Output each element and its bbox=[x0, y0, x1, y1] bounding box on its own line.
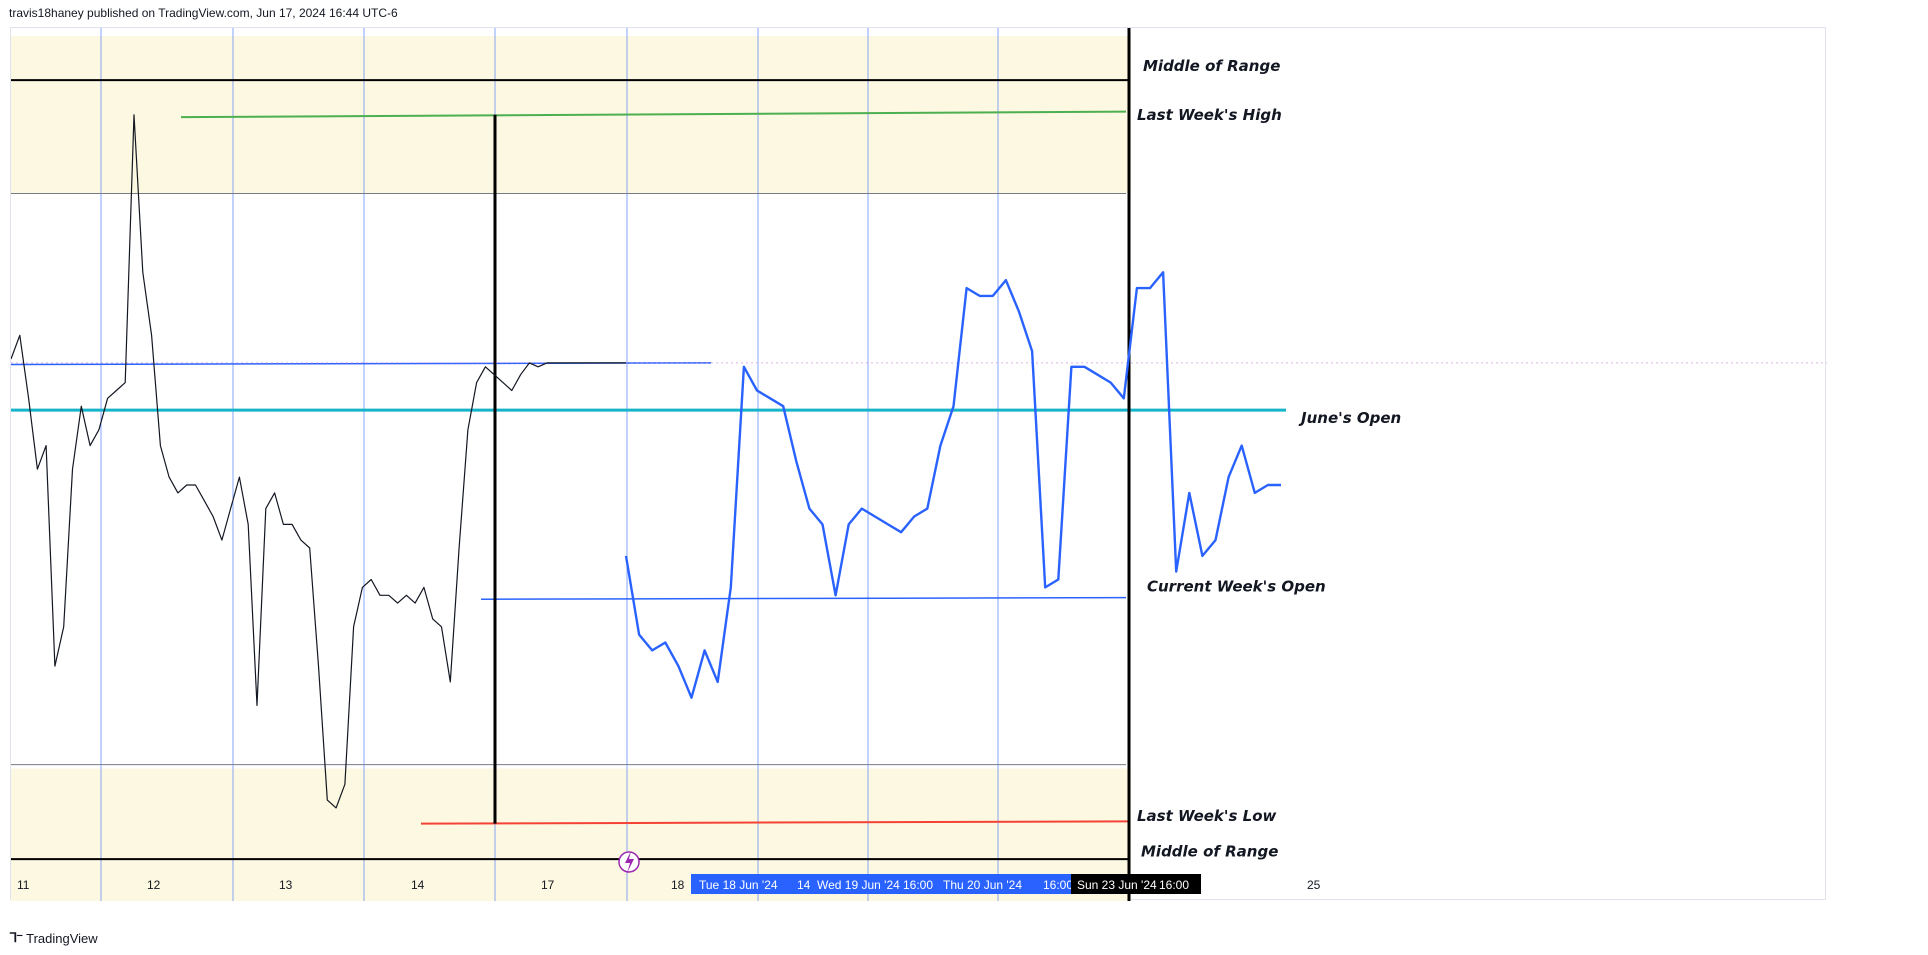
x-tick-highlight-label: 16:00 bbox=[903, 878, 933, 892]
x-tick-current-label: Sun 23 Jun '24 bbox=[1077, 878, 1157, 892]
lightning-icon-bolt bbox=[625, 851, 634, 873]
last-week-low-line bbox=[420, 820, 1130, 825]
current-week-open-line bbox=[480, 596, 1127, 600]
last-week-high-line bbox=[180, 110, 1127, 119]
x-tick-label: 17 bbox=[541, 878, 555, 892]
x-axis-highlight-range bbox=[691, 874, 1071, 894]
chart-frame[interactable]: Middle of Range Last Week's High June's Op… bbox=[10, 27, 1827, 901]
x-tick-label: 25 bbox=[1307, 878, 1321, 892]
annotation-label-2: June's Open bbox=[1298, 409, 1401, 427]
chart-canvas[interactable]: Middle of Range Last Week's High June's Op… bbox=[11, 28, 1827, 901]
x-tick-label: 14 bbox=[411, 878, 425, 892]
x-tick-highlight-label: Thu 20 Jun '24 bbox=[943, 878, 1022, 892]
annotation-label-5: Middle of Range bbox=[1141, 842, 1278, 860]
annotation-label-3: Current Week's Open bbox=[1147, 577, 1326, 595]
annotation-label-1: Last Week's High bbox=[1137, 106, 1282, 124]
series-projection bbox=[624, 271, 1281, 699]
tradingview-logo-icon: ⅂⁻ bbox=[10, 930, 23, 945]
x-tick-current-label: 16:00 bbox=[1159, 878, 1189, 892]
published-header: travis18haney published on TradingView.c… bbox=[9, 6, 398, 20]
x-tick-label: 11 bbox=[17, 878, 30, 892]
x-tick-label: 13 bbox=[279, 878, 293, 892]
x-tick-highlight-label: Wed 19 Jun '24 bbox=[817, 878, 900, 892]
annotation-label-4: Last Week's Low bbox=[1137, 807, 1277, 825]
x-tick-highlight-label: 16:00 bbox=[1043, 878, 1073, 892]
footer-brand[interactable]: ⅂⁻ TradingView bbox=[10, 930, 98, 946]
x-axis-current-range bbox=[1071, 874, 1201, 894]
x-tick-label: 18 bbox=[671, 878, 685, 892]
x-tick-label: 12 bbox=[147, 878, 161, 892]
lightning-event-icon[interactable] bbox=[618, 851, 640, 873]
series-historical bbox=[11, 114, 626, 809]
x-tick-highlight-label: 14 bbox=[797, 878, 811, 892]
x-tick-highlight-label: Tue 18 Jun '24 bbox=[699, 878, 778, 892]
footer-brand-label: TradingView bbox=[26, 930, 98, 946]
annotation-label-0: Middle of Range bbox=[1143, 57, 1280, 75]
